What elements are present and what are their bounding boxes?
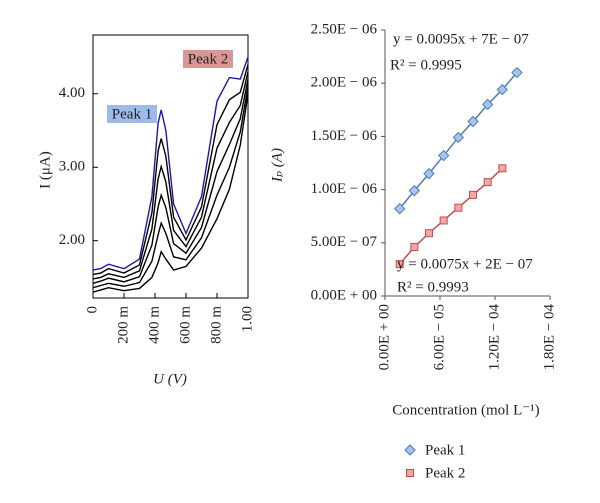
x-tick-label: 0 [84,306,100,314]
x-tick-label: 6.00E − 05 [431,304,447,370]
y-tick-label: 4.00 [59,85,85,101]
annotation: R² = 0.9993 [397,279,469,295]
x-axis-label: Concentration (mol L⁻¹) [392,402,539,418]
y-tick-label: 2.00E − 06 [311,75,378,91]
x-tick-label: 800 m [208,306,224,344]
y-tick-label: 1.00E − 06 [311,181,378,197]
point [425,229,433,238]
point [454,203,463,212]
annotation: y = 0.0095x + 7E − 07 [393,31,529,47]
voltammogram [92,71,249,280]
annotation: R² = 0.9995 [390,57,462,73]
point [408,184,421,197]
point [437,149,450,162]
point [452,131,465,144]
y-tick-label: 2.00 [59,232,85,248]
annotation-box [107,105,157,123]
voltammogram [92,56,249,271]
point [410,243,419,252]
legend-marker [404,444,416,456]
x-tick-label: 0.00E + 00 [376,304,392,370]
x-tick-label: 1.00 [239,306,255,332]
x-tick-label: 400 m [146,306,162,344]
voltammogram [92,64,249,276]
point [395,260,404,269]
y-tick-label: 1.50E − 06 [311,128,378,144]
y-tick-label: 3.00 [59,159,85,175]
y-tick-label: 2.50E − 06 [311,21,378,37]
x-tick-label: 1.80E − 04 [541,304,557,371]
point [423,167,435,180]
point [496,83,509,96]
annotation: Peak 1 [112,106,152,122]
annotation: y = 0.0075x + 2E − 07 [397,256,533,272]
legend-marker [406,469,414,477]
y-axis-label: Iₚ (A) [269,148,285,183]
point [393,203,406,215]
annotation-box [183,50,233,68]
legend-label: Peak 2 [425,465,465,481]
point [483,178,492,187]
annotation: Peak 2 [188,51,228,67]
plot-frame [92,34,249,299]
x-axis-label: U (V) [153,371,187,387]
x-tick-label: 1.20E − 04 [486,304,502,371]
point [481,98,494,111]
y-axis-label: I (μA) [37,151,53,189]
point [511,66,523,79]
voltammogram [92,78,249,284]
voltammogram [92,86,249,289]
x-tick-label: 200 m [115,306,131,344]
point [467,115,479,128]
y-tick-label: 5.00E − 07 [311,234,378,250]
legend-label: Peak 1 [425,442,465,458]
point [439,216,448,225]
point [469,190,477,199]
point [498,164,507,173]
y-tick-label: 0.00E + 00 [311,287,377,303]
voltammogram [92,93,249,293]
x-tick-label: 600 m [177,306,193,344]
